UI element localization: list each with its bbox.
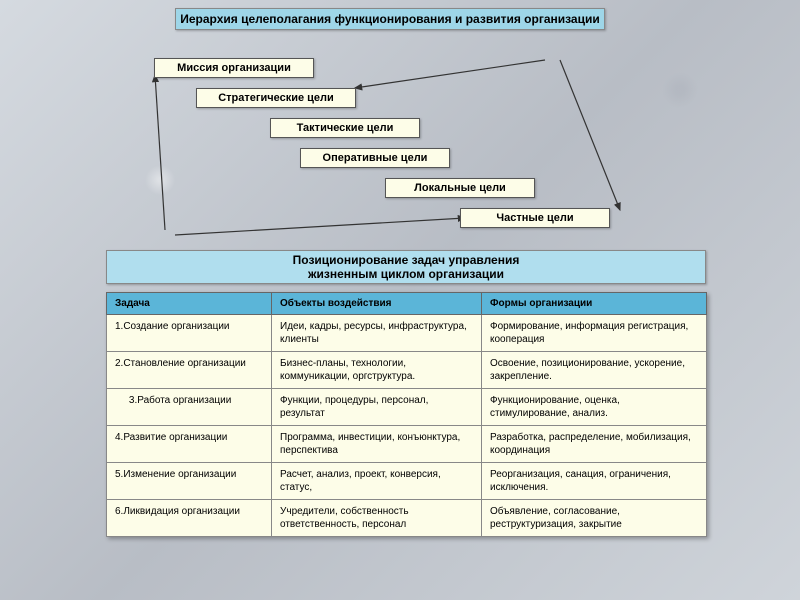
- arrow-0: [155, 75, 165, 230]
- table-cell: Идеи, кадры, ресурсы, инфраструктура, кл…: [272, 315, 482, 352]
- tasks-table-wrap: ЗадачаОбъекты воздействияФормы организац…: [106, 292, 707, 537]
- table-cell: Формирование, информация регистрация, ко…: [482, 315, 707, 352]
- hierarchy-box-5: Частные цели: [460, 208, 610, 228]
- table-row: 3.Работа организацииФункции, процедуры, …: [107, 389, 707, 426]
- table-header-0: Задача: [107, 293, 272, 315]
- title-banner-top: Иерархия целеполагания функционирования …: [175, 8, 605, 30]
- table-cell: Функции, процедуры, персонал, результат: [272, 389, 482, 426]
- table-row: 4.Развитие организацииПрограмма, инвести…: [107, 426, 707, 463]
- title-banner-mid: Позиционирование задач управления жизнен…: [106, 250, 706, 284]
- table-header-1: Объекты воздействия: [272, 293, 482, 315]
- table-row: 6.Ликвидация организацииУчредители, собс…: [107, 500, 707, 537]
- table-cell: Объявление, согласование, реструктуризац…: [482, 500, 707, 537]
- table-header-row: ЗадачаОбъекты воздействияФормы организац…: [107, 293, 707, 315]
- table-cell: 5.Изменение организации: [107, 463, 272, 500]
- table-cell: Разработка, распределение, мобилизация, …: [482, 426, 707, 463]
- table-body: 1.Создание организацииИдеи, кадры, ресур…: [107, 315, 707, 537]
- table-row: 2.Становление организацииБизнес-планы, т…: [107, 352, 707, 389]
- table-cell: Учредители, собственность ответственност…: [272, 500, 482, 537]
- table-cell: Освоение, позиционирование, ускорение, з…: [482, 352, 707, 389]
- table-cell: 6.Ликвидация организации: [107, 500, 272, 537]
- hierarchy-box-4: Локальные цели: [385, 178, 535, 198]
- table-row: 1.Создание организацииИдеи, кадры, ресур…: [107, 315, 707, 352]
- table-row: 5.Изменение организацииРасчет, анализ, п…: [107, 463, 707, 500]
- arrow-1: [175, 218, 465, 235]
- hierarchy-box-2: Тактические цели: [270, 118, 420, 138]
- hierarchy-box-0: Миссия организации: [154, 58, 314, 78]
- table-cell: 3.Работа организации: [107, 389, 272, 426]
- arrow-3: [560, 60, 620, 210]
- table-cell: Программа, инвестиции, конъюнктура, перс…: [272, 426, 482, 463]
- arrow-2: [355, 60, 545, 88]
- hierarchy-box-3: Оперативные цели: [300, 148, 450, 168]
- table-cell: 2.Становление организации: [107, 352, 272, 389]
- table-cell: Реорганизация, санация, ограничения, иск…: [482, 463, 707, 500]
- hierarchy-box-1: Стратегические цели: [196, 88, 356, 108]
- table-cell: 4.Развитие организации: [107, 426, 272, 463]
- table-cell: 1.Создание организации: [107, 315, 272, 352]
- table-header-2: Формы организации: [482, 293, 707, 315]
- table-cell: Функционирование, оценка, стимулирование…: [482, 389, 707, 426]
- table-cell: Расчет, анализ, проект, конверсия, стату…: [272, 463, 482, 500]
- tasks-table: ЗадачаОбъекты воздействияФормы организац…: [106, 292, 707, 537]
- table-cell: Бизнес-планы, технологии, коммуникации, …: [272, 352, 482, 389]
